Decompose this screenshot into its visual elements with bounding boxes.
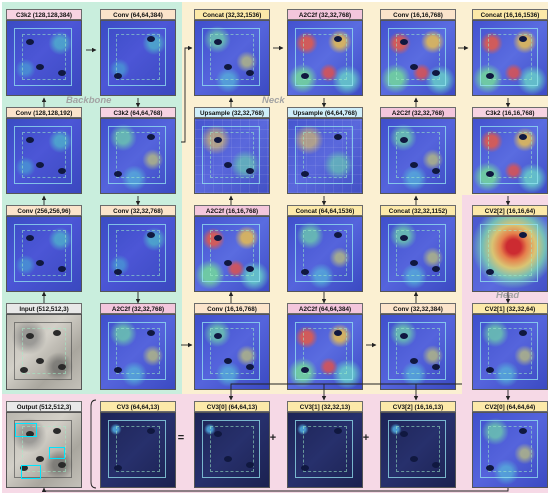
panel-cv2-1: CV2[1] (32,32,64) — [472, 303, 548, 390]
plus-operator-1: + — [269, 432, 277, 444]
panel-label-cv2-2: CV2[2] (16,16,64) — [472, 205, 548, 216]
panel-concat-64-1536: Concat (64,64,1536) — [287, 205, 363, 292]
heatmap-concat-32-1536 — [194, 20, 270, 96]
panel-cv3-0: CV3[0] (64,64,13) — [194, 401, 270, 488]
heatmap-conv-32-768 — [100, 216, 176, 292]
panel-label-conv-128-192: Conv (128,128,192) — [6, 107, 82, 118]
panel-output: Output (512,512,3) — [6, 401, 82, 488]
panel-cv3-2: CV3[2] (16,16,13) — [380, 401, 456, 488]
heatmap-cv2-2 — [472, 216, 548, 292]
heatmap-a2c2f-16-768 — [194, 216, 270, 292]
heatmap-upsample-32-768 — [194, 118, 270, 194]
panel-a2c2f-32-768-low: A2C2f (32,32,768) — [100, 303, 176, 390]
heatmap-a2c2f-64-384 — [287, 314, 363, 390]
panel-label-conv-32-384: Conv (32,32,384) — [380, 303, 456, 314]
heatmap-c3k2-16-768 — [472, 118, 548, 194]
panel-a2c2f-32-768-top: A2C2f (32,32,768) — [287, 9, 363, 96]
heatmap-cv3-0 — [194, 412, 270, 488]
heatmap-conv-256-96 — [6, 216, 82, 292]
plus-operator-2: + — [362, 432, 370, 444]
heatmap-upsample-64-768 — [287, 118, 363, 194]
panel-label-c3k2-128: C3k2 (128,128,384) — [6, 9, 82, 20]
heatmap-conv-16-768-low — [194, 314, 270, 390]
head-section-label: Head — [496, 290, 520, 301]
panel-label-output: Output (512,512,3) — [6, 401, 82, 412]
heatmap-c3k2-128 — [6, 20, 82, 96]
image-input — [6, 314, 82, 390]
panel-conv-64-384: Conv (64,64,384) — [100, 9, 176, 96]
panel-upsample-32-768: Upsample (32,32,768) — [194, 107, 270, 194]
panel-a2c2f-32-768-mid: A2C2f (32,32,768) — [380, 107, 456, 194]
panel-cv3: CV3 (64,64,13) — [100, 401, 176, 488]
heatmap-concat-16-1536 — [472, 20, 548, 96]
heatmap-cv3 — [100, 412, 176, 488]
panel-upsample-64-768: Upsample (64,64,768) — [287, 107, 363, 194]
heatmap-concat-64-1536 — [287, 216, 363, 292]
panel-label-cv3-0: CV3[0] (64,64,13) — [194, 401, 270, 412]
panel-c3k2-64-768: C3k2 (64,64,768) — [100, 107, 176, 194]
heatmap-concat-32-1152 — [380, 216, 456, 292]
panel-label-conv-32-768: Conv (32,32,768) — [100, 205, 176, 216]
panel-label-conv-64-384: Conv (64,64,384) — [100, 9, 176, 20]
heatmap-conv-64-384 — [100, 20, 176, 96]
panel-c3k2-128: C3k2 (128,128,384) — [6, 9, 82, 96]
heatmap-conv-32-384 — [380, 314, 456, 390]
panel-label-concat-32-1152: Concat (32,32,1152) — [380, 205, 456, 216]
panel-label-a2c2f-32-768-top: A2C2f (32,32,768) — [287, 9, 363, 20]
panel-conv-256-96: Conv (256,256,96) — [6, 205, 82, 292]
heatmap-cv3-2 — [380, 412, 456, 488]
heatmap-a2c2f-32-768-mid — [380, 118, 456, 194]
heatmap-conv-128-192 — [6, 118, 82, 194]
backbone-section-label: Backbone — [66, 95, 112, 106]
panel-label-conv-16-768-low: Conv (16,16,768) — [194, 303, 270, 314]
panel-concat-16-1536: Concat (16,16,1536) — [472, 9, 548, 96]
panel-label-conv-256-96: Conv (256,256,96) — [6, 205, 82, 216]
panel-label-concat-64-1536: Concat (64,64,1536) — [287, 205, 363, 216]
panel-label-cv2-0: CV2[0] (64,64,64) — [472, 401, 548, 412]
heatmap-c3k2-64-768 — [100, 118, 176, 194]
image-output — [6, 412, 82, 488]
panel-label-cv3-1: CV3[1] (32,32,13) — [287, 401, 363, 412]
panel-label-c3k2-16-768: C3k2 (16,16,768) — [472, 107, 548, 118]
panel-conv-16-768-top: Conv (16,16,768) — [380, 9, 456, 96]
panel-input: Input (512,512,3) — [6, 303, 82, 390]
panel-label-concat-16-1536: Concat (16,16,1536) — [472, 9, 548, 20]
panel-label-input: Input (512,512,3) — [6, 303, 82, 314]
panel-cv2-0: CV2[0] (64,64,64) — [472, 401, 548, 488]
panel-label-a2c2f-16-768: A2C2f (16,16,768) — [194, 205, 270, 216]
panel-label-conv-16-768-top: Conv (16,16,768) — [380, 9, 456, 20]
heatmap-cv2-1 — [472, 314, 548, 390]
panel-label-a2c2f-32-768-low: A2C2f (32,32,768) — [100, 303, 176, 314]
panel-conv-128-192: Conv (128,128,192) — [6, 107, 82, 194]
panel-conv-16-768-low: Conv (16,16,768) — [194, 303, 270, 390]
panel-label-cv3-2: CV3[2] (16,16,13) — [380, 401, 456, 412]
panel-label-concat-32-1536: Concat (32,32,1536) — [194, 9, 270, 20]
heatmap-a2c2f-32-768-top — [287, 20, 363, 96]
heatmap-cv3-1 — [287, 412, 363, 488]
panel-conv-32-768: Conv (32,32,768) — [100, 205, 176, 292]
heatmap-conv-16-768-top — [380, 20, 456, 96]
heatmap-a2c2f-32-768-low — [100, 314, 176, 390]
panel-label-upsample-64-768: Upsample (64,64,768) — [287, 107, 363, 118]
panel-label-a2c2f-64-384: A2C2f (64,64,384) — [287, 303, 363, 314]
panel-conv-32-384: Conv (32,32,384) — [380, 303, 456, 390]
panel-concat-32-1536: Concat (32,32,1536) — [194, 9, 270, 96]
panel-a2c2f-64-384: A2C2f (64,64,384) — [287, 303, 363, 390]
equals-operator: = — [177, 432, 185, 444]
panel-c3k2-16-768: C3k2 (16,16,768) — [472, 107, 548, 194]
panel-label-cv2-1: CV2[1] (32,32,64) — [472, 303, 548, 314]
panel-label-a2c2f-32-768-mid: A2C2f (32,32,768) — [380, 107, 456, 118]
panel-concat-32-1152: Concat (32,32,1152) — [380, 205, 456, 292]
panel-cv2-2: CV2[2] (16,16,64) — [472, 205, 548, 292]
panel-label-upsample-32-768: Upsample (32,32,768) — [194, 107, 270, 118]
panel-cv3-1: CV3[1] (32,32,13) — [287, 401, 363, 488]
panel-label-c3k2-64-768: C3k2 (64,64,768) — [100, 107, 176, 118]
neck-section-label: Neck — [262, 95, 285, 106]
heatmap-cv2-0 — [472, 412, 548, 488]
panel-a2c2f-16-768: A2C2f (16,16,768) — [194, 205, 270, 292]
panel-label-cv3: CV3 (64,64,13) — [100, 401, 176, 412]
